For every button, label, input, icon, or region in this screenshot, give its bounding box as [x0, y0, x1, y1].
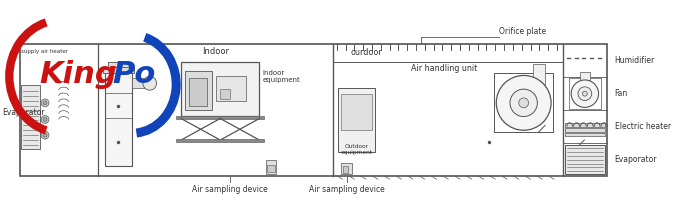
Text: Outdoor
equipment: Outdoor equipment: [340, 144, 372, 155]
Circle shape: [41, 116, 49, 123]
Circle shape: [510, 89, 537, 117]
Circle shape: [578, 87, 592, 100]
Bar: [494, 73, 553, 132]
Text: Po: Po: [113, 60, 156, 89]
Bar: [107, 62, 129, 69]
Text: ourdoor: ourdoor: [350, 48, 382, 58]
Bar: [580, 72, 590, 80]
Bar: [338, 88, 375, 152]
Bar: [216, 76, 245, 101]
Circle shape: [582, 91, 588, 96]
Circle shape: [41, 131, 49, 139]
Text: Indoor
equipment: Indoor equipment: [262, 70, 300, 83]
Circle shape: [43, 101, 47, 105]
Bar: [189, 78, 207, 106]
Bar: [267, 164, 275, 172]
Bar: [181, 62, 259, 116]
Circle shape: [496, 75, 551, 130]
Bar: [103, 67, 134, 72]
Text: Air handling unit: Air handling unit: [411, 64, 477, 73]
Bar: [20, 85, 40, 149]
Bar: [132, 78, 144, 88]
Bar: [341, 94, 372, 130]
Text: Fan: Fan: [615, 89, 628, 98]
Text: Orifice plate: Orifice plate: [499, 27, 546, 36]
Bar: [565, 145, 605, 174]
Circle shape: [143, 76, 156, 90]
Text: King: King: [39, 60, 117, 89]
Text: Air sampling device: Air sampling device: [309, 185, 384, 194]
Bar: [220, 89, 230, 99]
Circle shape: [43, 133, 47, 137]
Circle shape: [41, 99, 49, 107]
Bar: [565, 128, 605, 132]
Text: Evaporator: Evaporator: [2, 108, 44, 117]
Circle shape: [571, 80, 598, 107]
Bar: [176, 139, 265, 142]
Bar: [20, 44, 607, 176]
Circle shape: [43, 118, 47, 121]
Bar: [565, 123, 605, 127]
Bar: [185, 71, 212, 110]
Bar: [569, 78, 600, 109]
Circle shape: [519, 98, 528, 108]
Bar: [105, 69, 132, 166]
Bar: [176, 116, 265, 119]
Bar: [343, 166, 348, 173]
Bar: [565, 133, 605, 137]
Text: Humidifier: Humidifier: [615, 56, 655, 65]
Bar: [534, 64, 545, 88]
Text: Indoor: Indoor: [202, 47, 229, 57]
Text: Air sampling device: Air sampling device: [192, 185, 268, 194]
Text: Evaporator: Evaporator: [615, 155, 657, 164]
Bar: [341, 163, 352, 174]
Text: Electric heater: Electric heater: [615, 122, 671, 131]
Bar: [267, 160, 276, 174]
Text: supply air heater: supply air heater: [20, 49, 67, 54]
